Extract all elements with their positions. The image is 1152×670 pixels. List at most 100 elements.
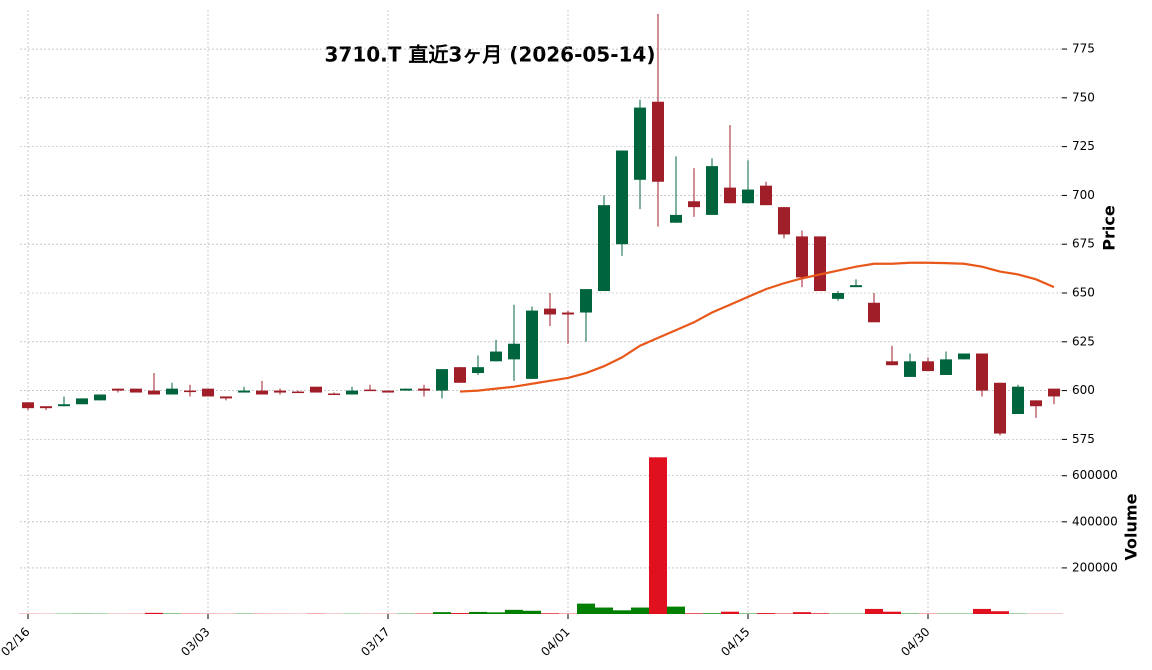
candle-body [346,390,358,395]
volume-tick-label: 200000 [1072,560,1118,574]
volume-bar [649,457,667,614]
moving-average-line [459,261,1055,393]
candle-body [850,285,862,288]
candle-body [1030,400,1042,407]
candle-body [526,310,538,379]
candle-body [382,390,394,393]
candle-body [418,388,430,391]
x-tick-label: 02/16 [0,625,33,659]
volume-bar [433,612,451,614]
y-tick-label: 575 [1072,432,1095,446]
volume-bar [577,603,595,614]
candle-body [652,101,664,182]
candle-body [940,359,952,375]
volume-bar [505,609,523,614]
candle-body [742,189,754,204]
y-tick-label: 650 [1072,286,1095,300]
y-axis-label: Price [1100,205,1119,251]
volume-bar [721,611,739,614]
volume-bar [667,606,685,614]
candle-body [472,367,484,374]
volume-bar [865,608,883,614]
candle-body [220,396,232,399]
candle-body [148,390,160,395]
candle-body [238,390,250,393]
candle-body [256,390,268,395]
volume-axis-label: Volume [1122,493,1141,560]
x-tick-label: 04/15 [718,625,752,659]
y-tick-label: 675 [1072,237,1095,251]
volume-bar [811,613,829,614]
candle-body [598,205,610,292]
candle-body [274,390,286,393]
candle-body [400,388,412,391]
volume-bar [145,612,163,614]
candle-body [1048,388,1060,397]
candle-body [58,404,70,407]
candle-body [490,351,502,362]
candle-body [778,207,790,235]
candle-body [562,312,574,315]
candle-body [436,369,448,391]
candle-body [832,293,844,299]
y-tick-label: 625 [1072,334,1095,348]
candle-body [634,107,646,180]
candle-body [202,388,214,397]
x-tick-label: 04/30 [898,625,932,659]
y-tick-label: 700 [1072,188,1095,202]
volume-bar [757,613,775,614]
volume-bar [523,610,541,614]
candle-body [508,343,520,360]
candle-body [688,201,700,208]
candle-body [958,353,970,360]
volume-bar [973,608,991,614]
candle-body [94,394,106,401]
candle-body [868,302,880,323]
y-tick-label: 750 [1072,90,1095,104]
volume-bar [883,611,901,614]
candle-body [904,361,916,377]
candle-body [922,361,934,372]
candle-body [166,388,178,395]
volume-bar [595,607,613,614]
volume-bar [541,613,559,614]
candle-body [760,185,772,206]
candle-body [976,353,988,391]
volume-bar [991,611,1009,614]
volume-bar [613,610,631,614]
volume-bar [469,611,487,614]
candle-body [886,361,898,366]
candle-body [40,406,52,409]
y-tick-label: 600 [1072,383,1095,397]
candle-body [328,393,340,396]
x-tick-label: 03/03 [178,625,212,659]
candle-body [112,388,124,391]
candle-body [22,402,34,409]
volume-bar [451,613,469,614]
candle-body [454,367,466,383]
volume-tick-label: 600000 [1072,468,1118,482]
x-tick-label: 04/01 [538,625,572,659]
candle-body [994,382,1006,434]
volume-bar [631,607,649,614]
chart-title: 3710.T 直近3ヶ月 (2026-05-14) [325,43,656,67]
candle-body [130,388,142,393]
volume-bar [487,612,505,614]
candle-body [616,150,628,245]
candle-body [670,214,682,223]
candle-body [796,236,808,278]
volume-bar [793,612,811,614]
volume-bar [703,613,721,614]
candle-body [310,386,322,393]
candle-body [364,389,376,392]
y-tick-label: 775 [1072,42,1095,56]
volume-bar [685,613,703,614]
candle-body [292,391,304,394]
candle-body [1012,386,1024,415]
y-tick-label: 725 [1072,139,1095,153]
candle-body [724,187,736,204]
volume-tick-label: 400000 [1072,514,1118,528]
candle-body [814,236,826,292]
candle-body [184,390,196,393]
